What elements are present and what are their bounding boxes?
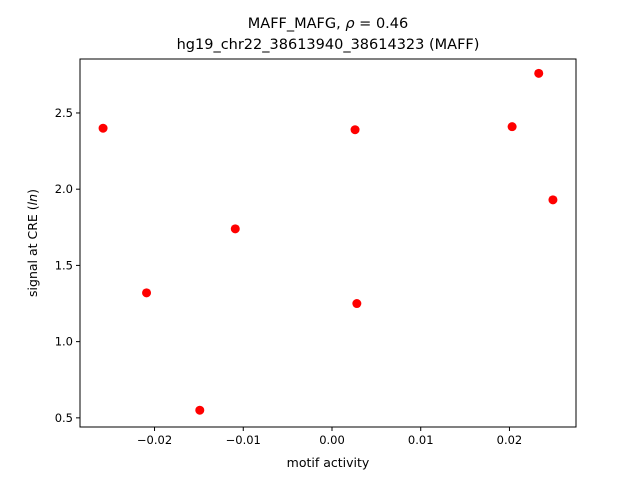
y-tick-label: 2.0 (55, 182, 73, 196)
chart-title: MAFF_MAFG, ρ = 0.46 (248, 16, 408, 32)
y-tick-label: 1.5 (55, 258, 73, 272)
plot-frame (79, 58, 577, 428)
y-axis-label: signal at CRE (ln) (25, 189, 40, 297)
x-tick-label: 0.00 (319, 433, 345, 447)
y-tick-label: 2.5 (55, 106, 73, 120)
x-tick-label: −0.01 (226, 433, 261, 447)
x-tick-label: −0.02 (137, 433, 172, 447)
data-point-6 (507, 122, 517, 132)
y-tick-label: 1.0 (55, 335, 73, 349)
data-point-7 (534, 68, 544, 78)
x-tick-label: 0.02 (497, 433, 523, 447)
data-point-5 (352, 299, 362, 309)
x-axis-label: motif activity (287, 455, 370, 470)
data-point-4 (350, 125, 360, 135)
data-point-8 (548, 195, 558, 205)
data-point-2 (195, 405, 205, 415)
data-point-1 (142, 288, 152, 298)
y-tick-label: 0.5 (55, 411, 73, 425)
data-point-3 (230, 224, 240, 234)
data-point-0 (98, 123, 108, 133)
chart-subtitle: hg19_chr22_38613940_38614323 (MAFF) (177, 37, 480, 53)
x-tick-label: 0.01 (408, 433, 434, 447)
